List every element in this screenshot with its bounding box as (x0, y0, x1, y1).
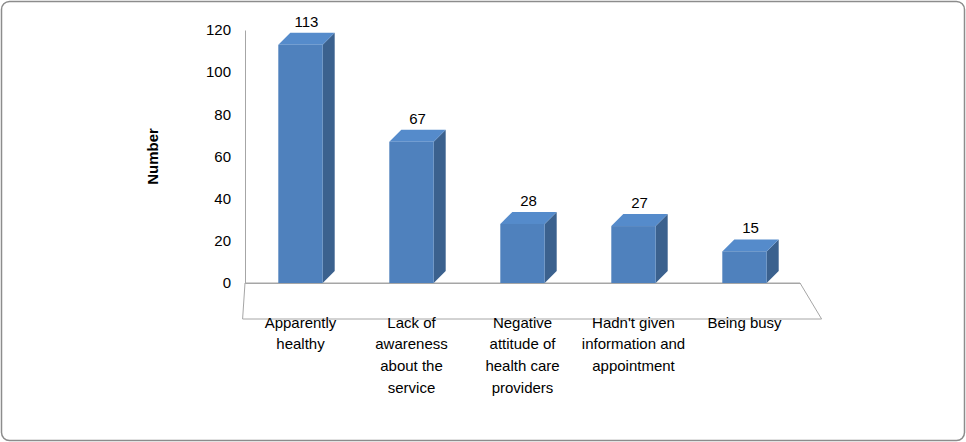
bars (278, 33, 778, 283)
y-tick-label: 60 (214, 148, 231, 165)
bar-group (389, 130, 445, 283)
x-tick-label-line: healthy (276, 335, 325, 352)
y-tick: 100 (206, 63, 245, 80)
x-tick: Apparently healthy (265, 283, 337, 352)
y-tick: 60 (214, 148, 245, 165)
x-tick-label: Hadn't given information and appointment (582, 314, 685, 375)
bar (278, 45, 322, 283)
x-tick-label-line: health care (485, 357, 559, 374)
bar-group (722, 239, 778, 283)
bar (722, 251, 766, 283)
x-tick-label-line: information and (582, 335, 685, 352)
frame (2, 2, 965, 441)
bar (611, 226, 655, 283)
bar-group (500, 212, 556, 283)
x-tick-label-line: Lack of (387, 314, 436, 331)
x-axis: Apparently healthy Lack of awareness about t… (246, 283, 801, 396)
x-tick-label: Apparently healthy (265, 314, 337, 353)
chart: 0 20 40 60 80 100 120 Number 113 67 28 27 15 Apparent… (0, 0, 966, 442)
data-labels: 113 67 28 27 15 (295, 13, 759, 237)
data-label: 113 (295, 13, 319, 30)
x-axis-line (246, 283, 801, 284)
x-tick-label-line: awareness (375, 335, 448, 352)
y-tick-label: 120 (206, 21, 231, 38)
x-tick-label: Lack of awareness about the service (375, 314, 448, 396)
x-tick-label-line: service (388, 379, 436, 396)
x-tick-label-line: Apparently (265, 314, 337, 331)
bar-top (500, 212, 556, 224)
x-tick-label-line: Negative (493, 314, 552, 331)
x-tick-label: Being busy (707, 314, 782, 331)
bar-group (611, 214, 667, 283)
y-tick-label: 20 (214, 232, 231, 249)
y-axis: 0 20 40 60 80 100 120 (206, 21, 246, 291)
y-tick-label: 0 (223, 274, 231, 291)
x-tick-label-line: Being busy (707, 314, 782, 331)
y-tick: 120 (206, 21, 245, 38)
bar-top (278, 33, 334, 45)
y-axis-title: Number (144, 128, 161, 185)
bar-top (722, 239, 778, 251)
bar-top (389, 130, 445, 142)
y-axis-line (245, 31, 246, 284)
x-tick: Hadn't given information and appointment (582, 283, 685, 374)
x-tick-label-line: about the (380, 357, 443, 374)
bar-side (434, 130, 446, 283)
x-tick-label: Negative attitude of health care providers (485, 314, 559, 396)
bar-top (611, 214, 667, 226)
bar-side (656, 214, 668, 283)
data-label: 27 (631, 194, 648, 211)
x-tick: Negative attitude of health care providers (485, 283, 559, 396)
y-tick-label: 100 (206, 63, 231, 80)
y-tick: 40 (214, 190, 245, 207)
x-tick-label-line: attitude of (490, 335, 557, 352)
y-tick: 0 (223, 274, 245, 291)
bar (500, 224, 544, 283)
data-label: 15 (742, 219, 759, 236)
y-tick-label: 80 (214, 106, 231, 123)
bar-group (278, 33, 334, 283)
x-tick: Being busy (707, 283, 782, 331)
x-tick: Lack of awareness about the service (375, 283, 448, 396)
data-label: 28 (520, 192, 537, 209)
bar-side (323, 33, 335, 283)
data-label: 67 (409, 110, 426, 127)
x-tick-label-line: providers (492, 379, 554, 396)
x-tick-label-line: appointment (592, 357, 675, 374)
y-tick: 20 (214, 232, 245, 249)
y-tick: 80 (214, 106, 245, 123)
bar-side (545, 212, 557, 283)
bar (389, 142, 433, 283)
y-tick-label: 40 (214, 190, 231, 207)
x-tick-label-line: Hadn't given (592, 314, 675, 331)
